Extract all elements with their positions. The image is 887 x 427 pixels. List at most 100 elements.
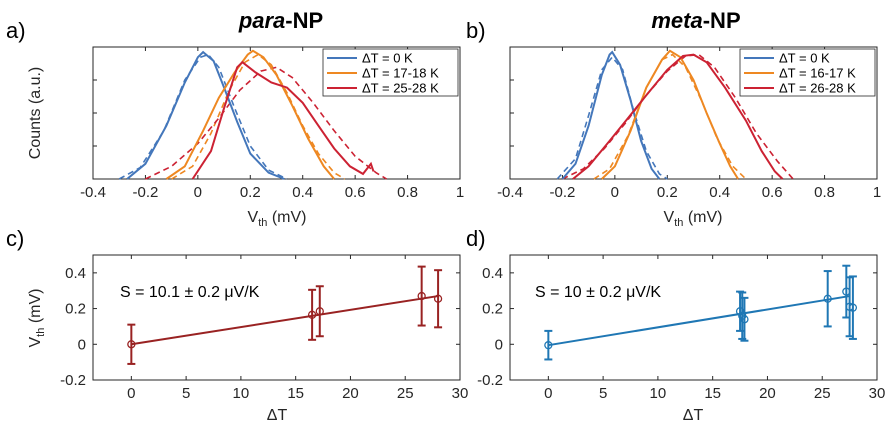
- panel-d-y-tick-label: -0.2: [477, 372, 503, 389]
- panel-b-x-tick-label: 0: [611, 184, 619, 201]
- panel-d-ticks: 0 5 10 15 20 25 30 -0.2 0 0.2 0.4: [477, 255, 885, 402]
- panel-c-y-axis-label: Vth (mV): [27, 289, 47, 348]
- panel-a-fit-curve: [145, 66, 388, 180]
- panel-b-measured-curves: [561, 49, 784, 180]
- panel-b-chart: -0.4 -0.2 0 0.2 0.4 0.6 0.8 1 Vth (mV) ΔT = 0 K…: [497, 46, 881, 229]
- panel-title-a-rest: -NP: [285, 8, 323, 33]
- panel-c-y-label-unit: (mV): [27, 289, 44, 328]
- panel-a-measured-curves: [126, 49, 375, 180]
- panel-b-x-tick-label: 0.6: [762, 184, 783, 201]
- panel-a-x-tick-label: 0.4: [292, 184, 313, 201]
- panel-b-x-tick-label: 0.4: [709, 184, 730, 201]
- panel-label-d: d): [466, 226, 486, 251]
- panel-c-x-axis-label: ΔT: [267, 407, 288, 424]
- panel-c-data-point: [433, 294, 443, 303]
- panel-a-x-tick-label: 0: [194, 184, 202, 201]
- panel-a-legend: ΔT = 0 KΔT = 17-18 KΔT = 25-28 K: [322, 48, 459, 97]
- panel-label-b: b): [466, 18, 486, 43]
- panel-b-x-label-sub: th: [674, 217, 683, 229]
- panel-c-ticks: 0 5 10 15 20 25 30 -0.2 0 0.2 0.4: [60, 255, 468, 402]
- panel-a-x-tick-label: 0.8: [397, 184, 418, 201]
- panel-c-y-tick-label: 0: [78, 336, 86, 353]
- panel-d-x-tick-label: 15: [704, 385, 721, 402]
- panel-c-x-tick-label: 0: [127, 385, 135, 402]
- panel-b-x-label-unit: (mV): [683, 209, 722, 226]
- panel-c-data-point: [315, 307, 324, 316]
- panel-d-x-tick-label: 5: [599, 385, 607, 402]
- panel-title-a: para-NP: [238, 8, 323, 33]
- panel-d-y-tick-label: 0: [495, 336, 503, 353]
- panel-a-x-tick-label: 0.2: [240, 184, 261, 201]
- panel-c-annotation: S = 10.1 ± 0.2 μV/K: [120, 284, 260, 301]
- panel-c-y-tick-label: -0.2: [60, 372, 86, 389]
- panel-a-x-label-unit: (mV): [267, 209, 306, 226]
- panel-c-x-tick-label: 20: [342, 385, 359, 402]
- panel-d-x-tick-label: 10: [650, 385, 667, 402]
- panel-c-y-label-sub: th: [35, 328, 47, 337]
- panel-a-legend-entry: ΔT = 0 K: [362, 51, 413, 66]
- panel-d-axes-box: [509, 254, 878, 381]
- panel-b-x-axis-label: Vth (mV): [664, 209, 723, 229]
- panel-a-series-line: [126, 50, 285, 180]
- panel-d-x-tick-label: 0: [544, 385, 552, 402]
- panel-a-series-line: [165, 49, 335, 180]
- panel-c-x-tick-label: 5: [182, 385, 190, 402]
- panel-d-data-point: [740, 315, 749, 324]
- panel-b-legend: ΔT = 0 KΔT = 16-17 KΔT = 26-28 K: [739, 48, 876, 97]
- panel-c-y-tick-label: 0.2: [65, 301, 86, 318]
- panel-c-fit-line: [131, 295, 439, 346]
- panel-c-y-label-main: V: [27, 336, 44, 347]
- panel-d-data-point: [823, 294, 832, 303]
- panel-a-x-tick-label: 0.6: [345, 184, 366, 201]
- panel-c-y-tick-label: 0.4: [65, 265, 86, 282]
- panel-c-fit-line-segment: [131, 295, 439, 346]
- panel-b-x-label-main: V: [664, 209, 675, 226]
- panel-title-b: meta-NP: [651, 8, 740, 33]
- panel-d-x-tick-label: 30: [869, 385, 886, 402]
- panel-a-x-label-sub: th: [258, 217, 267, 229]
- panel-label-c: c): [6, 226, 24, 251]
- panel-b-legend-entry: ΔT = 0 K: [779, 51, 830, 66]
- panel-b-series-line: [601, 49, 739, 180]
- panel-d-data-point: [848, 303, 858, 312]
- panel-b-fit-curve: [556, 55, 668, 180]
- panel-a-x-tick-label: 1: [456, 184, 464, 201]
- panel-c-x-tick-label: 15: [287, 385, 304, 402]
- panel-d-y-tick-label: 0.2: [482, 301, 503, 318]
- panel-c-data-points: [127, 265, 443, 365]
- panel-c-x-tick-label: 10: [233, 385, 250, 402]
- panel-c-chart: 0 5 10 15 20 25 30 -0.2 0 0.2 0.4 S = 10.1 ± 0.2 μ…: [27, 254, 468, 424]
- panel-b-legend-entry: ΔT = 26-28 K: [779, 81, 856, 96]
- panel-c-x-tick-label: 30: [452, 385, 469, 402]
- panel-b-legend-entry: ΔT = 16-17 K: [779, 66, 856, 81]
- panel-b-x-ticks: -0.4 -0.2 0 0.2 0.4 0.6 0.8 1: [497, 47, 881, 201]
- panel-a-x-tick-label: -0.2: [132, 184, 158, 201]
- panel-d-fit-line-segment: [548, 295, 850, 347]
- panel-c-x-tick-label: 25: [397, 385, 414, 402]
- panel-title-b-italic: meta: [651, 8, 702, 33]
- panel-c-data-point: [417, 291, 426, 301]
- panel-b-series-line: [572, 53, 784, 180]
- panel-d-annotation: S = 10 ± 0.2 μV/K: [535, 284, 661, 301]
- panel-a-series-line: [191, 60, 375, 180]
- panel-c-data-point: [307, 310, 317, 319]
- panel-d-x-axis-label: ΔT: [683, 407, 704, 424]
- panel-d-data-point: [544, 341, 553, 350]
- panel-a-chart: -0.4 -0.2 0 0.2 0.4 0.6 0.8 1 Counts (a.u.) Vth…: [27, 46, 464, 229]
- panel-b-series-line: [561, 50, 661, 180]
- panel-b-x-tick-label: -0.4: [497, 184, 523, 201]
- panel-title-a-italic: para: [238, 8, 285, 33]
- panel-d-data-points: [544, 264, 858, 361]
- panel-b-x-tick-label: 1: [873, 184, 881, 201]
- panel-c-data-point: [127, 340, 136, 349]
- panel-a-legend-entry: ΔT = 17-18 K: [362, 66, 439, 81]
- panel-b-x-tick-label: 0.8: [814, 184, 835, 201]
- panel-a-legend-entry: ΔT = 25-28 K: [362, 81, 439, 96]
- panel-a-x-label-main: V: [248, 209, 259, 226]
- panel-d-y-tick-label: 0.4: [482, 265, 503, 282]
- panel-d-fit-line: [548, 295, 850, 347]
- panel-b-x-tick-label: 0.2: [657, 184, 678, 201]
- panel-a-y-axis-label: Counts (a.u.): [27, 67, 44, 159]
- panel-label-a: a): [6, 18, 26, 43]
